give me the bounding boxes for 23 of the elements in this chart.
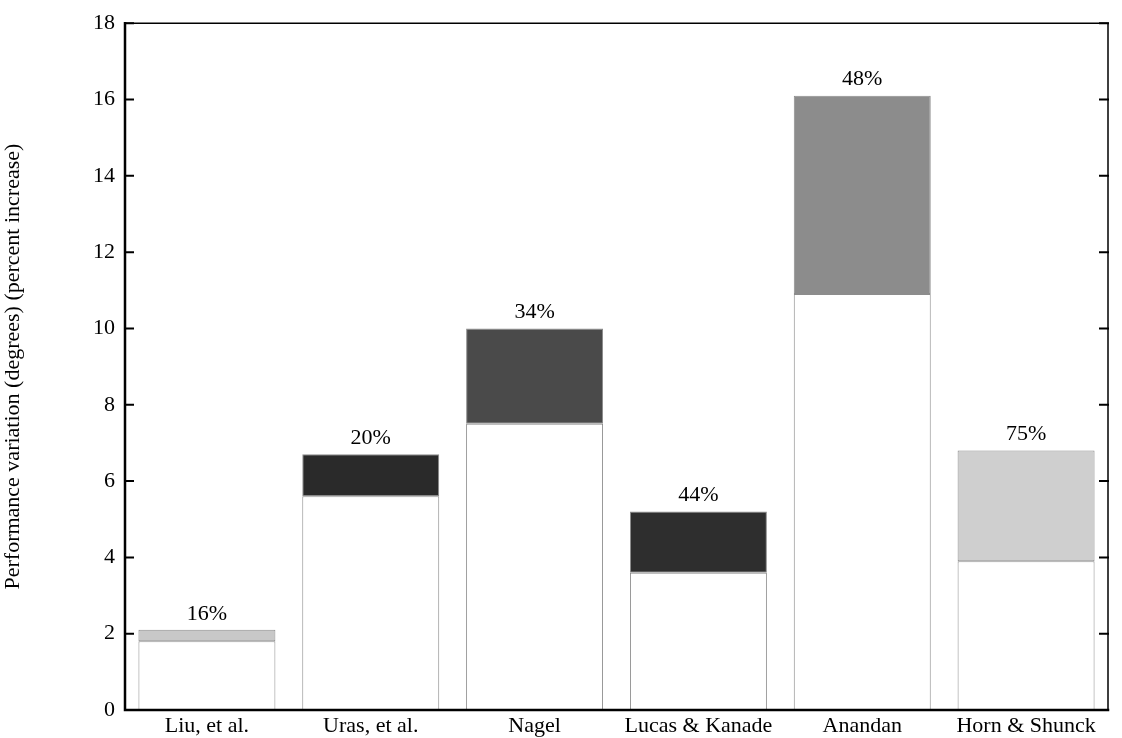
y-tick-label: 6 [104, 466, 115, 492]
y-tick-label: 2 [104, 619, 115, 645]
y-tick-label: 8 [104, 390, 115, 416]
annotation: 44% [678, 481, 719, 507]
x-tick-label: Horn & Shunck [956, 711, 1096, 737]
y-tick-label: 14 [93, 161, 115, 187]
y-tick-label: 12 [93, 237, 115, 263]
y-tick-label: 16 [93, 85, 115, 111]
annotation: 48% [842, 65, 883, 91]
annotation: 20% [350, 424, 391, 450]
y-tick-label: 0 [104, 695, 115, 721]
annotation: 16% [186, 599, 228, 625]
x-tick-label: Uras, et al. [323, 711, 419, 737]
x-tick-label: Liu, et al. [164, 711, 250, 737]
y-axis-title: Performance variation (degrees) (percent increase) [0, 143, 24, 590]
x-tick-label: Anandan [822, 711, 902, 737]
x-tick-label: Lucas & Kanade [624, 711, 773, 737]
x-tick-label: Nagel [508, 711, 561, 737]
y-tick-label: 18 [93, 8, 115, 34]
y-tick-label: 10 [93, 314, 115, 340]
annotation: 75% [1005, 420, 1047, 446]
y-tick-label: 4 [104, 543, 115, 569]
annotation: 34% [514, 298, 555, 324]
